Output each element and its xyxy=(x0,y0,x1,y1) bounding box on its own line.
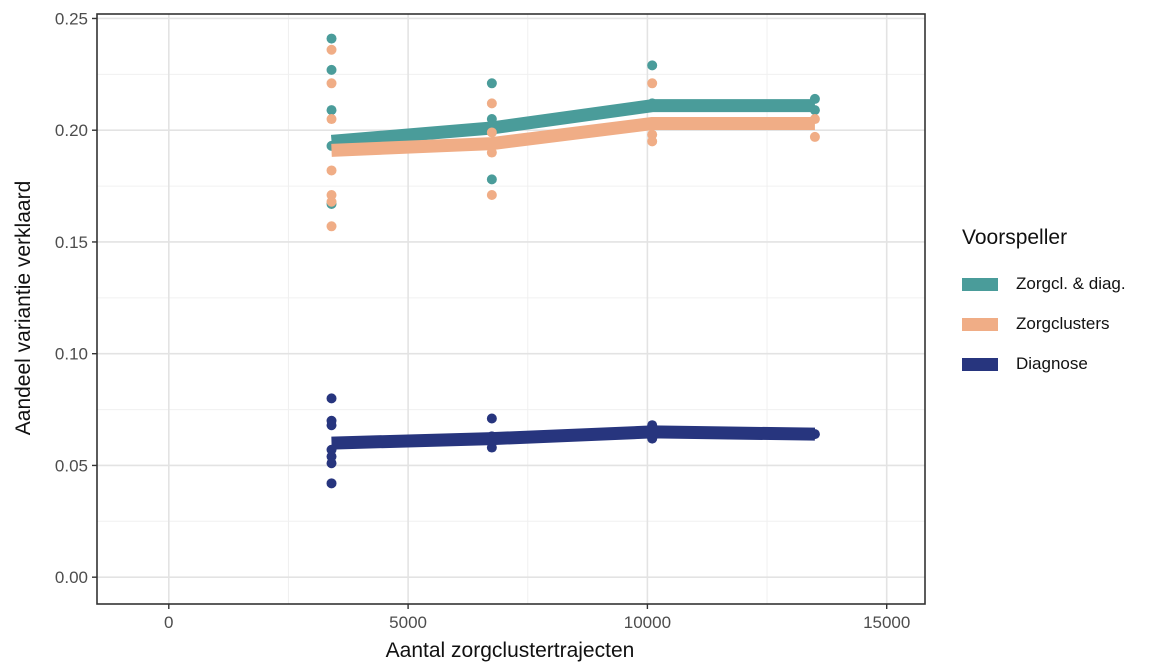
data-point xyxy=(326,78,337,89)
data-point xyxy=(326,458,337,469)
legend-key xyxy=(962,357,998,371)
x-axis-title: Aantal zorgclustertrajecten xyxy=(386,639,635,662)
series-line xyxy=(331,425,816,450)
series-line xyxy=(331,117,815,157)
x-tick-label: 0 xyxy=(164,613,173,632)
data-point xyxy=(326,114,337,125)
legend-label: Diagnose xyxy=(1016,354,1088,373)
y-axis-title: Aandeel variantie verklaard xyxy=(12,181,35,435)
data-point xyxy=(326,33,337,44)
data-point xyxy=(647,60,658,71)
x-tick-label: 5000 xyxy=(389,613,427,632)
series-line xyxy=(330,99,815,148)
x-tick-label: 10000 xyxy=(624,613,671,632)
data-point xyxy=(486,190,497,201)
plot-border xyxy=(96,13,926,605)
legend-key xyxy=(962,277,998,291)
data-point xyxy=(326,420,337,431)
legend-title: Voorspeller xyxy=(962,226,1068,249)
axis-layer: 0 5000 10000 15000 0.00 0.05 0.10 0.15 0.20 0.25 xyxy=(55,9,910,632)
data-point xyxy=(486,127,497,138)
data-point xyxy=(326,196,337,207)
legend-key xyxy=(962,317,998,331)
x-tick-label: 15000 xyxy=(863,613,910,632)
y-tick-label: 0.15 xyxy=(55,233,88,252)
series-2 xyxy=(326,393,820,489)
legend: Voorspeller Zorgcl. & diag. Zorgclusters… xyxy=(962,226,1126,384)
legend-label: Zorgcl. & diag. xyxy=(1016,274,1126,293)
legend-item-diagnose: Diagnose xyxy=(962,344,1126,384)
data-point xyxy=(486,98,497,109)
data-point xyxy=(809,131,820,142)
y-tick-label: 0.20 xyxy=(55,121,88,140)
legend-item-zorgclusters: Zorgclusters xyxy=(962,304,1126,344)
y-tick-label: 0.00 xyxy=(55,568,88,587)
data-point xyxy=(486,78,497,89)
data-point xyxy=(326,105,337,116)
y-tick-label: 0.10 xyxy=(55,345,88,364)
legend-item-zorgcl-diag: Zorgcl. & diag. xyxy=(962,264,1126,304)
data-point xyxy=(326,478,337,489)
legend-label: Zorgclusters xyxy=(1016,314,1110,333)
data-point xyxy=(486,413,497,424)
data-point xyxy=(326,221,337,232)
y-tick-label: 0.05 xyxy=(55,456,88,475)
data-point xyxy=(486,174,497,185)
series-layer xyxy=(326,33,820,489)
data-point xyxy=(326,44,337,55)
data-point xyxy=(647,136,658,147)
data-point xyxy=(326,393,337,404)
data-point xyxy=(326,165,337,176)
series-1 xyxy=(326,44,820,232)
data-point xyxy=(647,78,658,89)
data-point xyxy=(326,64,337,75)
y-tick-label: 0.25 xyxy=(55,9,88,28)
